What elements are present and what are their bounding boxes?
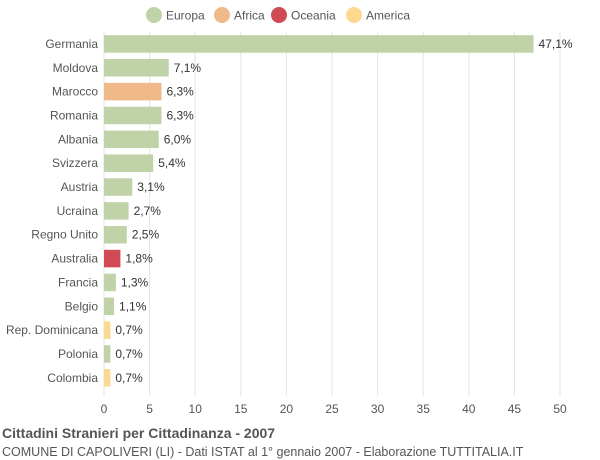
value-label-polonia: 0,7% — [115, 347, 143, 361]
legend-marker-africa — [214, 7, 230, 23]
value-label-francia: 1,3% — [121, 275, 149, 289]
bar-romania — [104, 106, 162, 125]
category-label-francia: Francia — [58, 275, 98, 289]
value-label-moldova: 7,1% — [174, 61, 202, 75]
legend-marker-oceania — [271, 7, 287, 23]
category-label-australia: Australia — [51, 252, 98, 266]
legend-label-europa: Europa — [166, 9, 205, 23]
x-tick-label: 10 — [189, 402, 203, 416]
legend-label-africa: Africa — [234, 9, 265, 23]
category-label-romania: Romania — [50, 108, 98, 122]
value-label-svizzera: 5,4% — [158, 156, 186, 170]
bar-belgio — [104, 297, 115, 316]
bar-austria — [104, 178, 133, 196]
bar-albania — [104, 130, 159, 149]
x-tick-label: 25 — [325, 402, 339, 416]
legend-label-oceania: Oceania — [291, 9, 336, 23]
bars: Germania 47,1% Moldova 7,1% Marocco 6,3% Roman… — [6, 35, 573, 387]
category-label-belgio: Belgio — [65, 299, 99, 313]
value-label-austria: 3,1% — [137, 180, 165, 194]
value-label-rep-dominicana: 0,7% — [115, 323, 143, 337]
value-label-regno-unito: 2,5% — [132, 228, 160, 242]
value-label-belgio: 1,1% — [119, 299, 147, 313]
category-label-moldova: Moldova — [53, 61, 99, 75]
value-label-ucraina: 2,7% — [134, 204, 162, 218]
x-tick-label: 5 — [146, 402, 153, 416]
x-tick-label: 40 — [462, 402, 476, 416]
category-label-austria: Austria — [61, 180, 99, 194]
value-label-marocco: 6,3% — [166, 85, 194, 99]
bar-regno-unito — [104, 225, 127, 244]
value-label-australia: 1,8% — [125, 252, 153, 266]
category-label-svizzera: Svizzera — [52, 156, 98, 170]
legend-marker-america — [346, 7, 362, 23]
bar-germania — [104, 35, 534, 53]
bar-ucraina — [104, 202, 129, 220]
legend-marker-europa — [146, 7, 162, 23]
category-label-rep-dominicana: Rep. Dominicana — [6, 323, 98, 337]
bar-australia — [104, 249, 121, 268]
x-tick-label: 30 — [371, 402, 385, 416]
category-label-ucraina: Ucraina — [57, 204, 99, 218]
value-label-colombia: 0,7% — [115, 371, 143, 385]
bar-colombia — [104, 369, 111, 387]
category-label-marocco: Marocco — [52, 85, 98, 99]
bar-chart: Europa Africa Oceania America Germania 47,1%… — [6, 7, 573, 416]
chart-subtitle: COMUNE DI CAPOLIVERI (LI) - Dati ISTAT a… — [2, 445, 524, 459]
value-label-germania: 47,1% — [539, 37, 573, 51]
x-axis: 0 5 10 15 20 25 30 35 40 45 50 — [101, 402, 567, 416]
bar-rep-dominicana — [104, 321, 111, 339]
bar-francia — [104, 273, 116, 292]
bar-svizzera — [104, 154, 154, 172]
value-label-romania: 6,3% — [166, 108, 194, 122]
x-tick-label: 45 — [508, 402, 522, 416]
x-tick-label: 20 — [280, 402, 294, 416]
chart-title: Cittadini Stranieri per Cittadinanza - 2… — [2, 425, 276, 441]
bar-marocco — [104, 82, 162, 101]
value-label-albania: 6,0% — [164, 132, 192, 146]
category-label-albania: Albania — [58, 132, 98, 146]
x-tick-label: 35 — [417, 402, 431, 416]
category-label-polonia: Polonia — [58, 347, 98, 361]
legend: Europa Africa Oceania America — [146, 7, 410, 23]
category-label-germania: Germania — [45, 37, 98, 51]
category-label-regno-unito: Regno Unito — [31, 228, 98, 242]
x-tick-label: 15 — [234, 402, 248, 416]
x-tick-label: 50 — [553, 402, 567, 416]
category-label-colombia: Colombia — [47, 371, 98, 385]
bar-moldova — [104, 59, 169, 77]
x-tick-label: 0 — [101, 402, 108, 416]
bar-polonia — [104, 345, 111, 363]
legend-label-america: America — [366, 9, 410, 23]
